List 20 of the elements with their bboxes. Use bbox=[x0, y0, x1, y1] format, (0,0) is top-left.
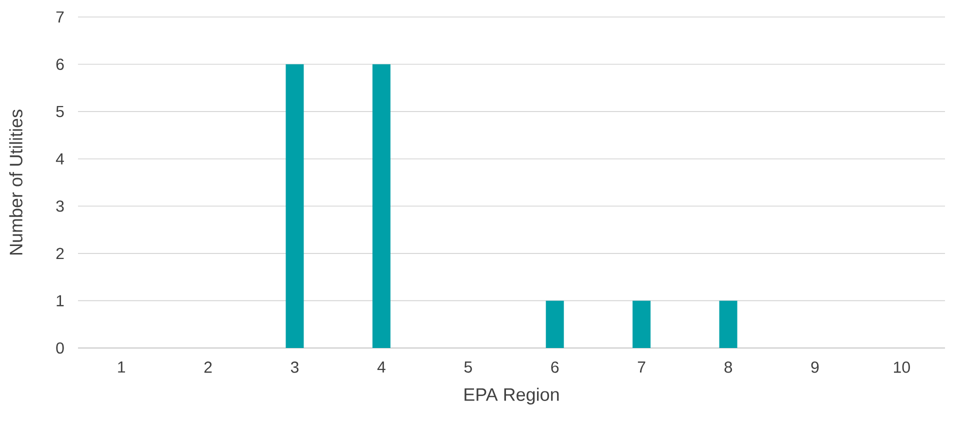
x-tick-label: 4 bbox=[377, 362, 386, 373]
y-tick-label: 1 bbox=[56, 295, 64, 306]
y-tick-label: 4 bbox=[56, 153, 64, 164]
x-tick-label: 3 bbox=[290, 362, 298, 373]
x-tick-label: 5 bbox=[464, 362, 472, 373]
y-axis-title: Number of Utilities bbox=[9, 110, 22, 255]
x-tick-label: 1 bbox=[118, 362, 126, 373]
y-tick-label: 5 bbox=[56, 106, 64, 118]
y-tick-label: 6 bbox=[56, 58, 64, 70]
y-tick-label: 7 bbox=[56, 11, 64, 23]
x-tick-label: 8 bbox=[724, 362, 732, 373]
x-tick-label: 10 bbox=[894, 362, 910, 373]
x-tick-label: 9 bbox=[811, 362, 819, 373]
x-tick-label: 2 bbox=[204, 362, 212, 373]
y-tick-label: 3 bbox=[56, 200, 64, 212]
x-tick-label: 6 bbox=[551, 362, 559, 373]
x-tick-label: 7 bbox=[638, 362, 646, 373]
y-tick-label: 0 bbox=[56, 342, 64, 354]
y-tick-label: 2 bbox=[56, 248, 64, 260]
x-axis-title: EPA Region bbox=[464, 388, 559, 405]
